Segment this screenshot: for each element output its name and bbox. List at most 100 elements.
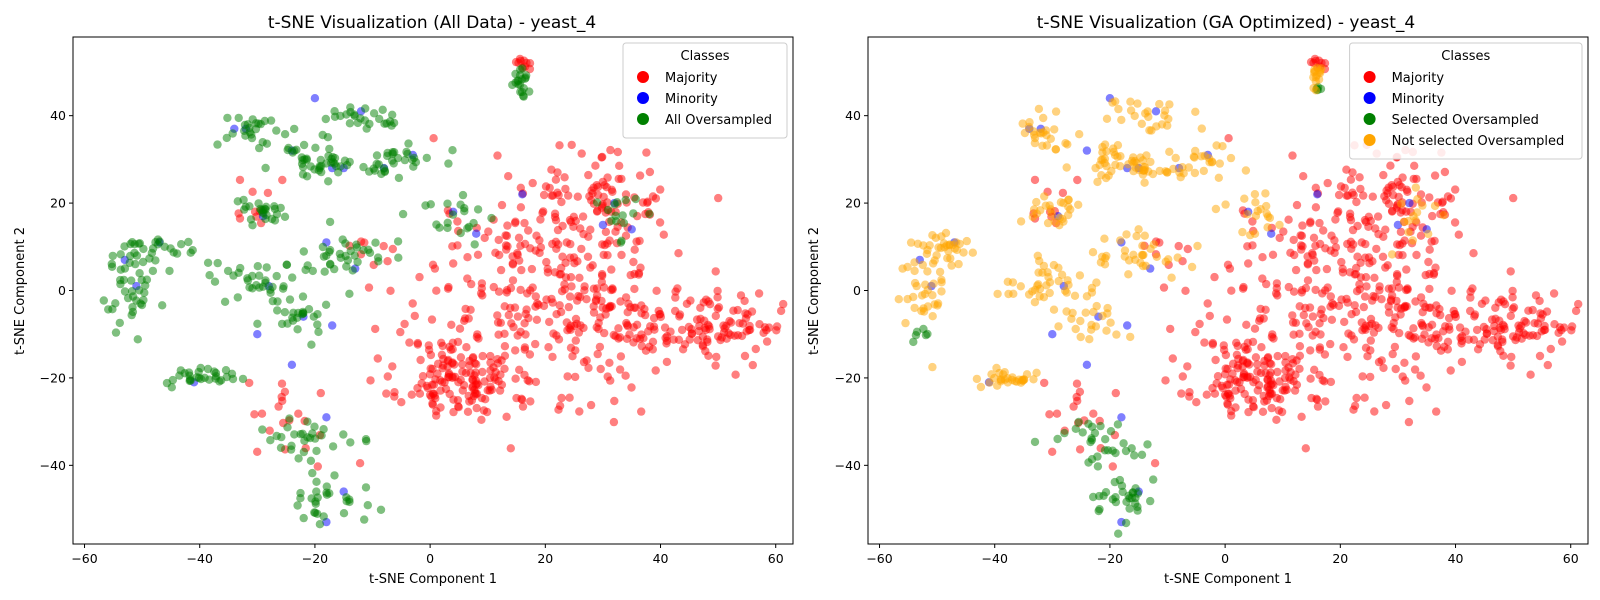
- data-point: [1321, 397, 1330, 406]
- data-point: [306, 162, 315, 171]
- data-point: [1440, 167, 1450, 177]
- data-point: [947, 261, 956, 270]
- data-point: [1509, 193, 1518, 203]
- data-point: [1073, 175, 1082, 185]
- data-point: [473, 205, 483, 214]
- data-point: [1133, 99, 1142, 108]
- data-point: [1054, 276, 1063, 286]
- data-point: [736, 291, 746, 300]
- data-point: [1205, 311, 1215, 321]
- data-point: [1221, 200, 1230, 209]
- data-point: [648, 345, 657, 354]
- data-point: [1436, 346, 1446, 355]
- data-point: [1263, 212, 1273, 221]
- data-point: [254, 199, 263, 208]
- data-point: [424, 341, 433, 350]
- data-point: [1289, 235, 1298, 245]
- data-point: [917, 306, 926, 316]
- data-point: [165, 266, 174, 276]
- data-point: [1381, 263, 1390, 272]
- scatter-marks: [99, 54, 788, 529]
- data-point: [1496, 346, 1505, 356]
- data-point: [1286, 248, 1295, 257]
- data-point: [1425, 284, 1434, 294]
- data-point: [1391, 364, 1400, 374]
- data-point: [1434, 334, 1443, 343]
- data-point: [520, 319, 529, 328]
- data-point: [515, 256, 524, 265]
- data-point: [288, 316, 298, 325]
- data-point: [1506, 361, 1515, 370]
- data-point: [1352, 287, 1362, 296]
- data-point: [1500, 300, 1510, 309]
- data-point: [299, 140, 309, 150]
- data-point: [443, 284, 453, 293]
- data-point: [547, 294, 556, 304]
- chart-title: t-SNE Visualization (GA Optimized) - yea…: [1037, 13, 1415, 33]
- data-point: [1384, 302, 1393, 311]
- data-point: [1521, 318, 1531, 327]
- data-point: [1506, 267, 1515, 276]
- y-tick-label: 0: [853, 283, 861, 298]
- data-point: [555, 141, 564, 150]
- data-point: [1308, 312, 1318, 321]
- data-point: [1137, 119, 1147, 128]
- data-point: [1049, 305, 1059, 314]
- data-point: [341, 251, 350, 261]
- data-point: [477, 284, 486, 293]
- data-point: [138, 257, 148, 267]
- data-point: [444, 159, 453, 168]
- data-point: [466, 368, 475, 378]
- data-point: [255, 143, 264, 153]
- data-point: [1311, 77, 1321, 86]
- data-point: [487, 385, 496, 394]
- data-point: [1232, 350, 1242, 359]
- data-point: [1528, 305, 1537, 315]
- data-point: [733, 331, 743, 340]
- data-point: [617, 236, 626, 245]
- data-point: [272, 271, 281, 281]
- data-point: [415, 272, 424, 282]
- data-point: [544, 343, 553, 352]
- data-point: [1265, 359, 1275, 368]
- data-point: [372, 151, 382, 160]
- data-point: [321, 300, 331, 309]
- data-point: [336, 111, 345, 121]
- data-point: [1291, 265, 1301, 275]
- data-point: [248, 115, 257, 124]
- data-point: [671, 293, 680, 302]
- data-point: [500, 364, 509, 373]
- data-point: [1394, 250, 1403, 260]
- data-point: [607, 265, 616, 274]
- data-point: [245, 378, 254, 388]
- data-point: [675, 312, 684, 321]
- data-point: [290, 124, 299, 134]
- data-point: [1045, 288, 1054, 298]
- data-point: [1192, 398, 1201, 407]
- data-point: [307, 494, 316, 503]
- data-point: [203, 258, 213, 267]
- data-point: [932, 251, 941, 260]
- data-point: [558, 252, 567, 261]
- data-point: [1289, 377, 1298, 386]
- data-point: [277, 392, 286, 402]
- data-point: [363, 501, 372, 510]
- legend-entry: Majority: [1392, 71, 1445, 86]
- data-point: [1386, 161, 1395, 170]
- data-point: [140, 288, 149, 297]
- data-point: [1104, 171, 1113, 180]
- data-point: [545, 317, 554, 327]
- data-point: [1304, 322, 1313, 332]
- data-point: [234, 113, 243, 123]
- data-point: [1267, 229, 1276, 238]
- data-point: [910, 303, 919, 313]
- data-point: [257, 409, 267, 418]
- data-point: [656, 185, 665, 194]
- data-point: [1075, 130, 1084, 139]
- data-point: [1240, 194, 1249, 203]
- data-point: [557, 197, 566, 207]
- data-point: [410, 311, 419, 321]
- data-point: [1342, 191, 1351, 200]
- data-point: [388, 244, 397, 254]
- data-point: [564, 302, 573, 312]
